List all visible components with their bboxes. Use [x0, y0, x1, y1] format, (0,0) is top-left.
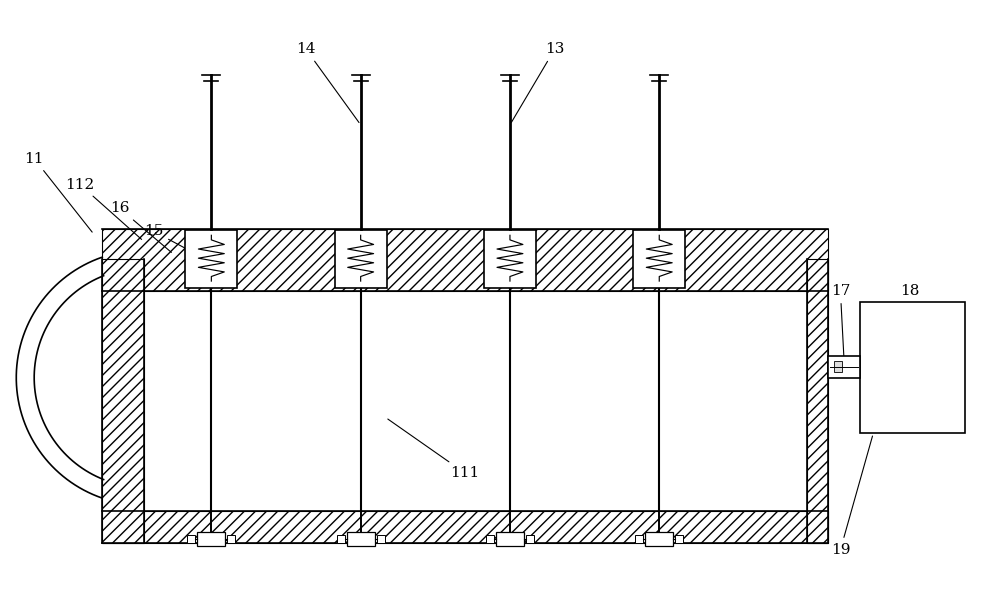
Bar: [187, 535, 195, 543]
Text: 18: 18: [900, 284, 920, 331]
Bar: [645, 532, 673, 546]
Bar: [860, 302, 965, 433]
Bar: [197, 532, 225, 546]
Bar: [633, 230, 685, 288]
Bar: [227, 535, 235, 543]
Bar: [337, 535, 345, 543]
Bar: [102, 511, 828, 543]
Bar: [828, 356, 860, 378]
Bar: [102, 259, 144, 543]
Text: 14: 14: [296, 42, 359, 123]
Text: 19: 19: [831, 436, 872, 557]
Bar: [807, 259, 828, 543]
Bar: [484, 230, 536, 288]
Bar: [102, 229, 828, 291]
Text: 17: 17: [831, 284, 850, 364]
Bar: [635, 535, 643, 543]
Bar: [347, 532, 375, 546]
Text: 112: 112: [65, 178, 142, 240]
Bar: [486, 535, 494, 543]
Bar: [185, 230, 237, 288]
Text: 15: 15: [144, 224, 194, 253]
Bar: [496, 532, 524, 546]
Text: 11: 11: [24, 151, 92, 232]
Bar: [526, 535, 534, 543]
Text: 111: 111: [388, 419, 480, 480]
Bar: [834, 361, 842, 372]
Text: 16: 16: [110, 201, 171, 252]
Bar: [144, 291, 807, 511]
Bar: [377, 535, 385, 543]
Text: 13: 13: [511, 42, 564, 122]
Bar: [335, 230, 387, 288]
Bar: [675, 535, 683, 543]
